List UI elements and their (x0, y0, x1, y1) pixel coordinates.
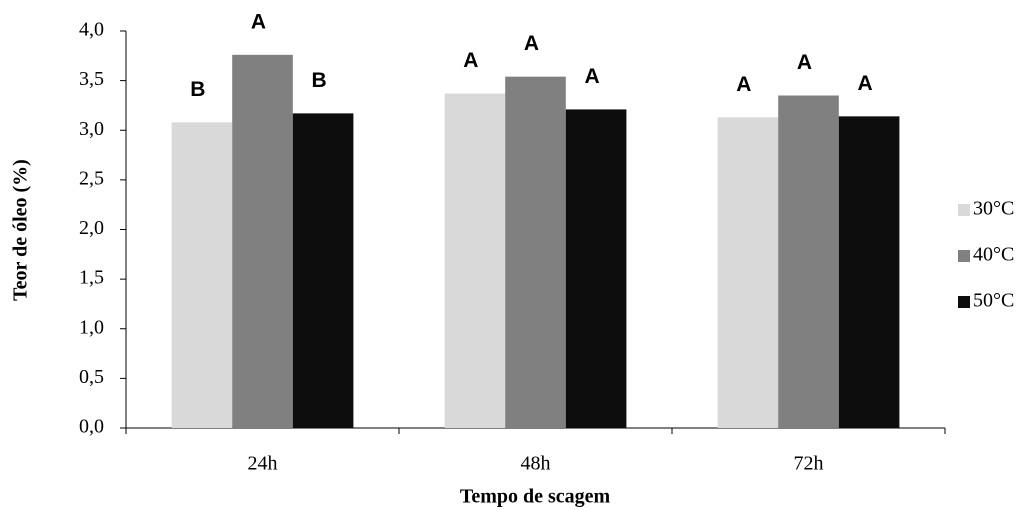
bar (505, 76, 566, 428)
y-tick-label: 2,0 (79, 217, 104, 239)
y-tick-label: 2,5 (79, 167, 104, 189)
y-tick-label: 3,0 (79, 118, 104, 140)
significance-letter: A (858, 72, 873, 95)
legend-label: 40°C (973, 244, 1014, 266)
y-axis-title: Teor de óleo (%) (10, 159, 32, 301)
x-tick-label: 48h (521, 453, 551, 475)
legend-label: 50°C (973, 290, 1014, 312)
significance-letter: A (524, 32, 539, 55)
bar (171, 122, 233, 428)
legend-label: 30°C (973, 198, 1014, 220)
y-tick-label: 1,0 (79, 316, 104, 338)
legend-swatch (958, 250, 970, 262)
bar (717, 117, 779, 428)
significance-letter: A (463, 49, 478, 72)
bar (292, 113, 354, 428)
significance-letter: B (190, 78, 205, 101)
bar (778, 95, 839, 428)
bar (232, 54, 293, 428)
legend-swatch (958, 296, 970, 308)
significance-letter: A (736, 73, 751, 96)
legend-swatch (958, 204, 970, 216)
bar (565, 109, 627, 428)
significance-letter: A (251, 10, 266, 33)
y-tick-label: 4,0 (79, 19, 104, 41)
y-tick-label: 0,5 (79, 366, 104, 388)
significance-letter: A (585, 65, 600, 88)
y-tick-label: 0,0 (79, 416, 104, 438)
significance-letter: A (797, 51, 812, 74)
y-tick-label: 3,5 (79, 68, 104, 90)
y-tick-label: 1,5 (79, 267, 104, 289)
x-axis-title: Tempo de scagem (460, 486, 611, 508)
x-tick-label: 72h (794, 453, 824, 475)
x-tick-label: 24h (248, 453, 278, 475)
bar (444, 93, 506, 428)
significance-letter: B (312, 69, 327, 92)
bar (838, 116, 900, 428)
